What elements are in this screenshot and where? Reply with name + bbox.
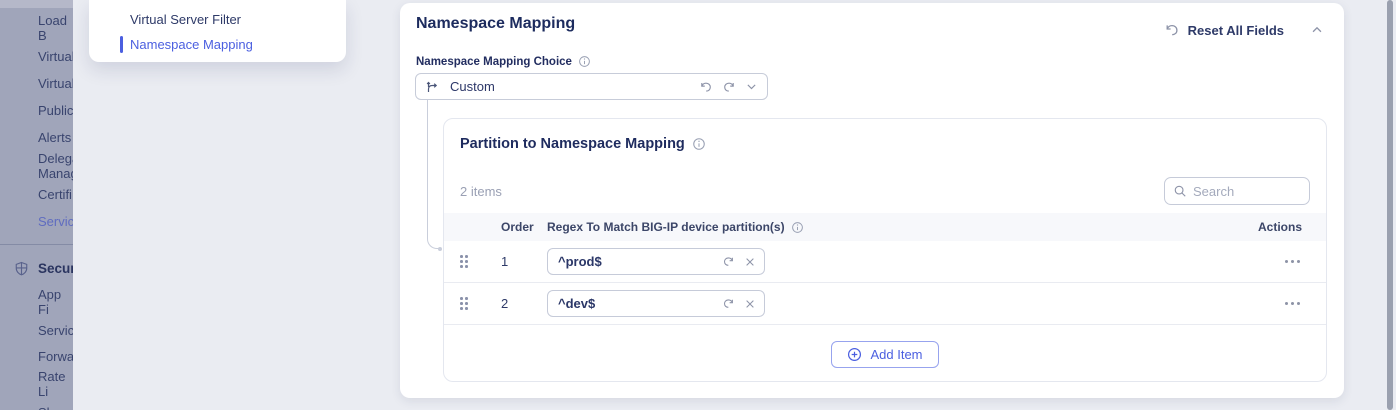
reset-all-fields-button[interactable]: Reset All Fields	[1164, 22, 1284, 38]
flyout-item-label: Namespace Mapping	[130, 37, 253, 52]
row-actions-menu-button[interactable]	[1283, 256, 1303, 268]
sidebar-item-certificates[interactable]: Certifi	[38, 187, 72, 202]
search-icon	[1173, 184, 1187, 198]
reset-all-fields-label: Reset All Fields	[1187, 22, 1284, 38]
vertical-scrollbar[interactable]	[1387, 0, 1393, 410]
refresh-icon[interactable]	[722, 80, 736, 94]
refresh-icon[interactable]	[722, 255, 735, 268]
sidebar-item-virtual-2[interactable]: Virtual	[38, 76, 73, 91]
sidebar: Load B Virtual Virtual Public Alerts Del…	[0, 0, 73, 410]
sidebar-divider	[0, 244, 73, 245]
sidebar-item-load-balancers[interactable]: Load B	[38, 13, 67, 43]
choice-field-label-row: Namespace Mapping Choice	[416, 55, 591, 68]
sidebar-item-app-firewall[interactable]: App Fi	[38, 287, 62, 317]
regex-input[interactable]	[558, 254, 713, 269]
choice-selected-value: Custom	[450, 79, 495, 94]
flyout-item-label: Virtual Server Filter	[130, 12, 242, 27]
sidebar-item-alerts[interactable]: Alerts	[38, 130, 72, 145]
table-row: 2	[444, 283, 1326, 325]
namespace-mapping-choice-select[interactable]: Custom	[415, 73, 768, 100]
regex-input-wrapper	[547, 248, 765, 275]
partition-mapping-card: Partition to Namespace Mapping 2 items	[443, 118, 1327, 382]
table-toolbar: 2 items	[444, 169, 1326, 213]
clear-icon[interactable]	[744, 298, 756, 310]
sidebar-item-delegated-management[interactable]: Delega Manag	[38, 151, 73, 181]
sidebar-section-load-balance: Load B Virtual Virtual Public Alerts Del…	[0, 8, 73, 235]
row-order: 2	[501, 296, 509, 311]
refresh-icon[interactable]	[722, 297, 735, 310]
info-icon[interactable]	[692, 137, 706, 151]
sidebar-section-label: Secur	[38, 260, 73, 276]
sidebar-partial-item	[0, 0, 73, 8]
row-actions-menu-button[interactable]	[1283, 298, 1303, 310]
plus-circle-icon	[847, 347, 862, 362]
row-order: 1	[501, 254, 509, 269]
sidebar-item-service-policies[interactable]: Servic	[38, 322, 73, 338]
regex-input-wrapper	[547, 290, 765, 317]
table-header-row: Order Regex To Match BIG-IP device parti…	[444, 213, 1326, 241]
flyout-menu: Virtual Server Filter Namespace Mapping	[89, 0, 346, 62]
column-header-actions: Actions	[1257, 220, 1302, 234]
shield-icon	[14, 261, 29, 276]
sidebar-item-public[interactable]: Public	[38, 103, 73, 118]
card-title-row: Partition to Namespace Mapping	[444, 119, 1326, 169]
nested-field-connector	[427, 100, 442, 251]
chevron-down-icon[interactable]	[745, 80, 758, 93]
info-icon[interactable]	[791, 221, 804, 234]
column-header-regex: Regex To Match BIG-IP device partition(s…	[547, 220, 1192, 234]
chevron-up-icon[interactable]	[1310, 23, 1324, 37]
add-item-button[interactable]: Add Item	[831, 340, 939, 368]
add-item-label: Add Item	[870, 346, 923, 362]
sidebar-item-service-active[interactable]: Servic	[38, 214, 73, 229]
flyout-item-namespace-mapping[interactable]: Namespace Mapping	[89, 32, 346, 57]
column-header-order: Order	[501, 220, 534, 234]
choice-field-label: Namespace Mapping Choice	[416, 55, 572, 68]
sidebar-item-virtual-1[interactable]: Virtual	[38, 49, 73, 64]
regex-input[interactable]	[558, 296, 713, 311]
info-icon[interactable]	[578, 55, 591, 68]
clear-icon[interactable]	[744, 256, 756, 268]
page-title: Namespace Mapping	[416, 15, 576, 32]
search-box[interactable]	[1164, 177, 1310, 205]
branch-icon	[426, 80, 440, 94]
flyout-item-virtual-server-filter[interactable]: Virtual Server Filter	[89, 7, 346, 32]
sidebar-item-rate-limiting[interactable]: Rate Li	[38, 369, 66, 399]
drag-handle-icon[interactable]	[460, 297, 470, 310]
items-count: 2 items	[460, 183, 502, 199]
sidebar-item-shared[interactable]: Shared	[0, 399, 73, 410]
card-title: Partition to Namespace Mapping	[460, 136, 685, 152]
add-item-row: Add Item	[444, 325, 1326, 381]
select-controls	[699, 80, 758, 94]
search-input[interactable]	[1193, 183, 1301, 199]
sidebar-item-forward-proxy[interactable]: Forwar	[38, 348, 73, 364]
panel-header-controls: Reset All Fields	[1164, 22, 1324, 38]
undo-icon[interactable]	[699, 80, 713, 94]
sidebar-section-security[interactable]: Secur	[0, 253, 73, 283]
sidebar-section-security-items: App Fi Servic Forwar Rate Li Shared	[0, 283, 73, 410]
drag-handle-icon[interactable]	[460, 255, 470, 268]
table-row: 1	[444, 241, 1326, 283]
namespace-mapping-panel: Namespace Mapping Reset All Fields Names…	[400, 3, 1344, 398]
undo-icon	[1164, 22, 1180, 38]
